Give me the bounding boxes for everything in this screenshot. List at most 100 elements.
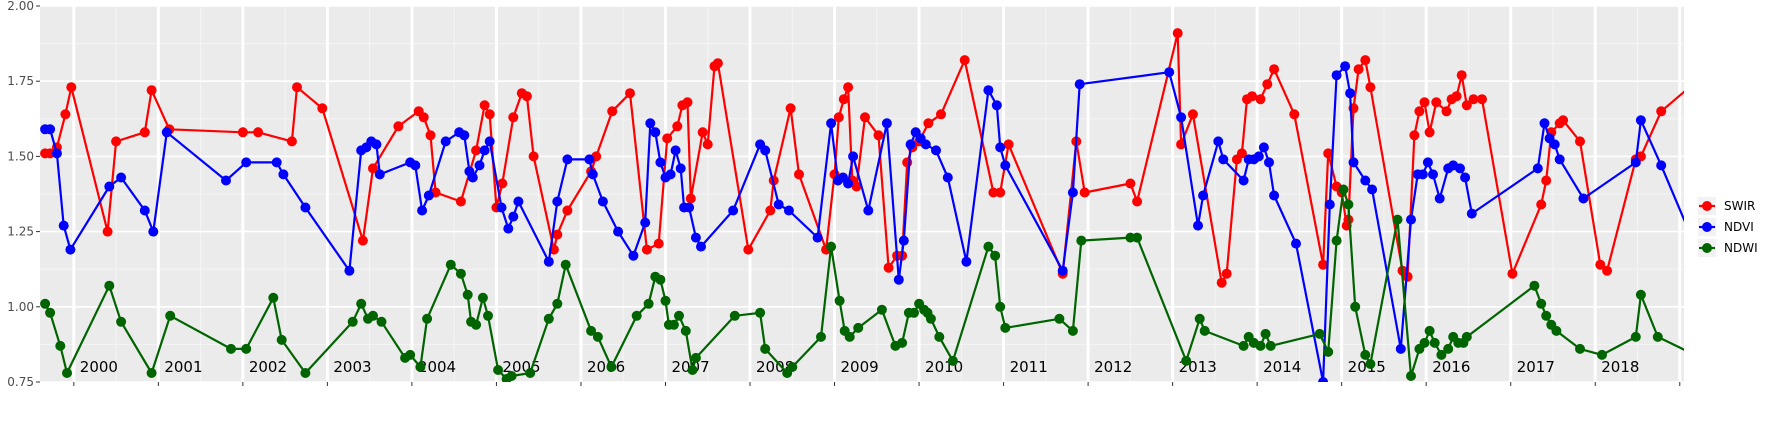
data-point-swir bbox=[1323, 148, 1334, 159]
data-point-swir bbox=[1318, 259, 1329, 270]
data-point-ndvi bbox=[684, 202, 695, 213]
data-point-swir bbox=[1414, 106, 1425, 117]
y-tick-label: 1.00 bbox=[7, 300, 34, 314]
data-point-ndvi bbox=[983, 85, 994, 96]
year-label: 2003 bbox=[333, 358, 371, 376]
data-point-ndvi bbox=[650, 127, 661, 138]
data-point-ndvi bbox=[1340, 61, 1351, 72]
data-point-ndvi bbox=[898, 235, 909, 246]
data-point-ndwi bbox=[925, 313, 936, 324]
data-point-ndwi bbox=[760, 343, 771, 354]
data-point-ndwi bbox=[1424, 325, 1435, 336]
data-point-ndvi bbox=[812, 232, 823, 243]
data-point-ndvi bbox=[417, 205, 428, 216]
data-point-ndwi bbox=[1132, 232, 1143, 243]
data-point-swir bbox=[838, 94, 849, 105]
data-point-ndvi bbox=[1218, 154, 1229, 165]
data-point-ndwi bbox=[1054, 313, 1065, 324]
data-point-ndvi bbox=[1198, 190, 1209, 201]
data-point-ndwi bbox=[1199, 325, 1210, 336]
data-point-ndvi bbox=[552, 196, 563, 207]
data-point-ndwi bbox=[104, 280, 115, 291]
data-point-ndvi bbox=[271, 157, 282, 168]
data-point-ndvi bbox=[508, 211, 519, 222]
data-point-swir bbox=[1441, 106, 1452, 117]
data-point-ndwi bbox=[477, 292, 488, 303]
data-point-ndvi bbox=[221, 175, 231, 186]
data-point-swir bbox=[139, 127, 150, 138]
data-point-ndwi bbox=[592, 331, 603, 342]
data-point-swir bbox=[883, 262, 894, 273]
data-point-ndvi bbox=[344, 265, 355, 276]
data-point-ndwi bbox=[983, 241, 994, 252]
data-point-ndvi bbox=[148, 226, 159, 237]
data-point-ndwi bbox=[1461, 331, 1472, 342]
data-point-swir bbox=[1255, 94, 1266, 105]
data-point-swir bbox=[1365, 82, 1376, 93]
data-point-ndwi bbox=[1076, 235, 1087, 246]
data-point-ndwi bbox=[1067, 325, 1078, 336]
data-point-ndwi bbox=[606, 362, 617, 372]
data-point-ndwi bbox=[1260, 328, 1271, 339]
data-point-swir bbox=[292, 82, 302, 93]
data-point-swir bbox=[286, 136, 297, 147]
data-point-swir bbox=[743, 244, 754, 255]
data-point-swir bbox=[521, 91, 532, 102]
data-point-ndwi bbox=[241, 343, 252, 354]
data-point-ndvi bbox=[278, 169, 289, 180]
data-point-swir bbox=[1451, 91, 1462, 102]
data-point-ndwi bbox=[471, 319, 482, 330]
data-point-ndvi bbox=[1258, 142, 1269, 153]
data-point-ndwi bbox=[1194, 313, 1205, 324]
data-point-ndwi bbox=[787, 362, 798, 372]
data-point-swir bbox=[1176, 139, 1187, 150]
data-point-swir bbox=[765, 205, 776, 216]
data-point-ndvi bbox=[562, 154, 573, 165]
data-point-ndvi bbox=[628, 250, 639, 261]
data-point-swir bbox=[860, 112, 870, 123]
data-point-ndvi bbox=[65, 244, 76, 255]
data-point-ndwi bbox=[643, 298, 654, 309]
data-point-swir bbox=[60, 109, 71, 120]
legend-key-point bbox=[1702, 201, 1712, 211]
data-point-ndvi bbox=[1253, 151, 1264, 162]
data-point-ndvi bbox=[371, 139, 382, 150]
data-point-ndvi bbox=[1460, 172, 1471, 183]
data-point-swir bbox=[1541, 175, 1552, 186]
data-point-ndvi bbox=[783, 205, 794, 216]
data-point-swir bbox=[1692, 76, 1702, 86]
data-point-ndvi bbox=[893, 274, 904, 285]
data-point-ndwi bbox=[631, 310, 642, 321]
data-point-ndvi bbox=[1395, 343, 1406, 354]
data-point-ndwi bbox=[376, 316, 387, 327]
data-point-ndvi bbox=[1428, 169, 1438, 180]
data-point-ndvi bbox=[881, 118, 892, 129]
data-point-ndvi bbox=[474, 160, 485, 171]
data-point-swir bbox=[653, 238, 664, 249]
y-axis: 0.75 1.00 1.25 1.50 1.75 2.00 bbox=[7, 0, 40, 389]
data-point-swir bbox=[1132, 196, 1143, 207]
data-point-ndwi bbox=[1314, 328, 1325, 339]
data-point-swir bbox=[625, 88, 635, 99]
data-point-ndvi bbox=[1635, 115, 1646, 126]
data-point-ndwi bbox=[1443, 343, 1454, 354]
data-point-swir bbox=[253, 127, 264, 138]
data-point-ndwi bbox=[687, 365, 698, 375]
data-point-ndvi bbox=[613, 226, 624, 237]
data-point-swir bbox=[1431, 97, 1442, 108]
legend-key-point bbox=[1702, 222, 1712, 232]
data-point-ndvi bbox=[961, 256, 972, 267]
data-point-ndwi bbox=[1181, 355, 1192, 366]
data-point-ndvi bbox=[905, 139, 916, 150]
data-point-swir bbox=[1262, 79, 1273, 90]
data-point-swir bbox=[1187, 109, 1198, 120]
year-label: 2017 bbox=[1517, 358, 1555, 376]
series-ndwi bbox=[40, 184, 1684, 382]
data-point-ndwi bbox=[493, 365, 504, 375]
data-point-swir bbox=[959, 55, 970, 66]
x-axis bbox=[73, 382, 1681, 386]
data-point-ndvi bbox=[826, 118, 837, 129]
data-point-ndvi bbox=[1318, 377, 1329, 382]
data-point-ndvi bbox=[1731, 73, 1741, 83]
